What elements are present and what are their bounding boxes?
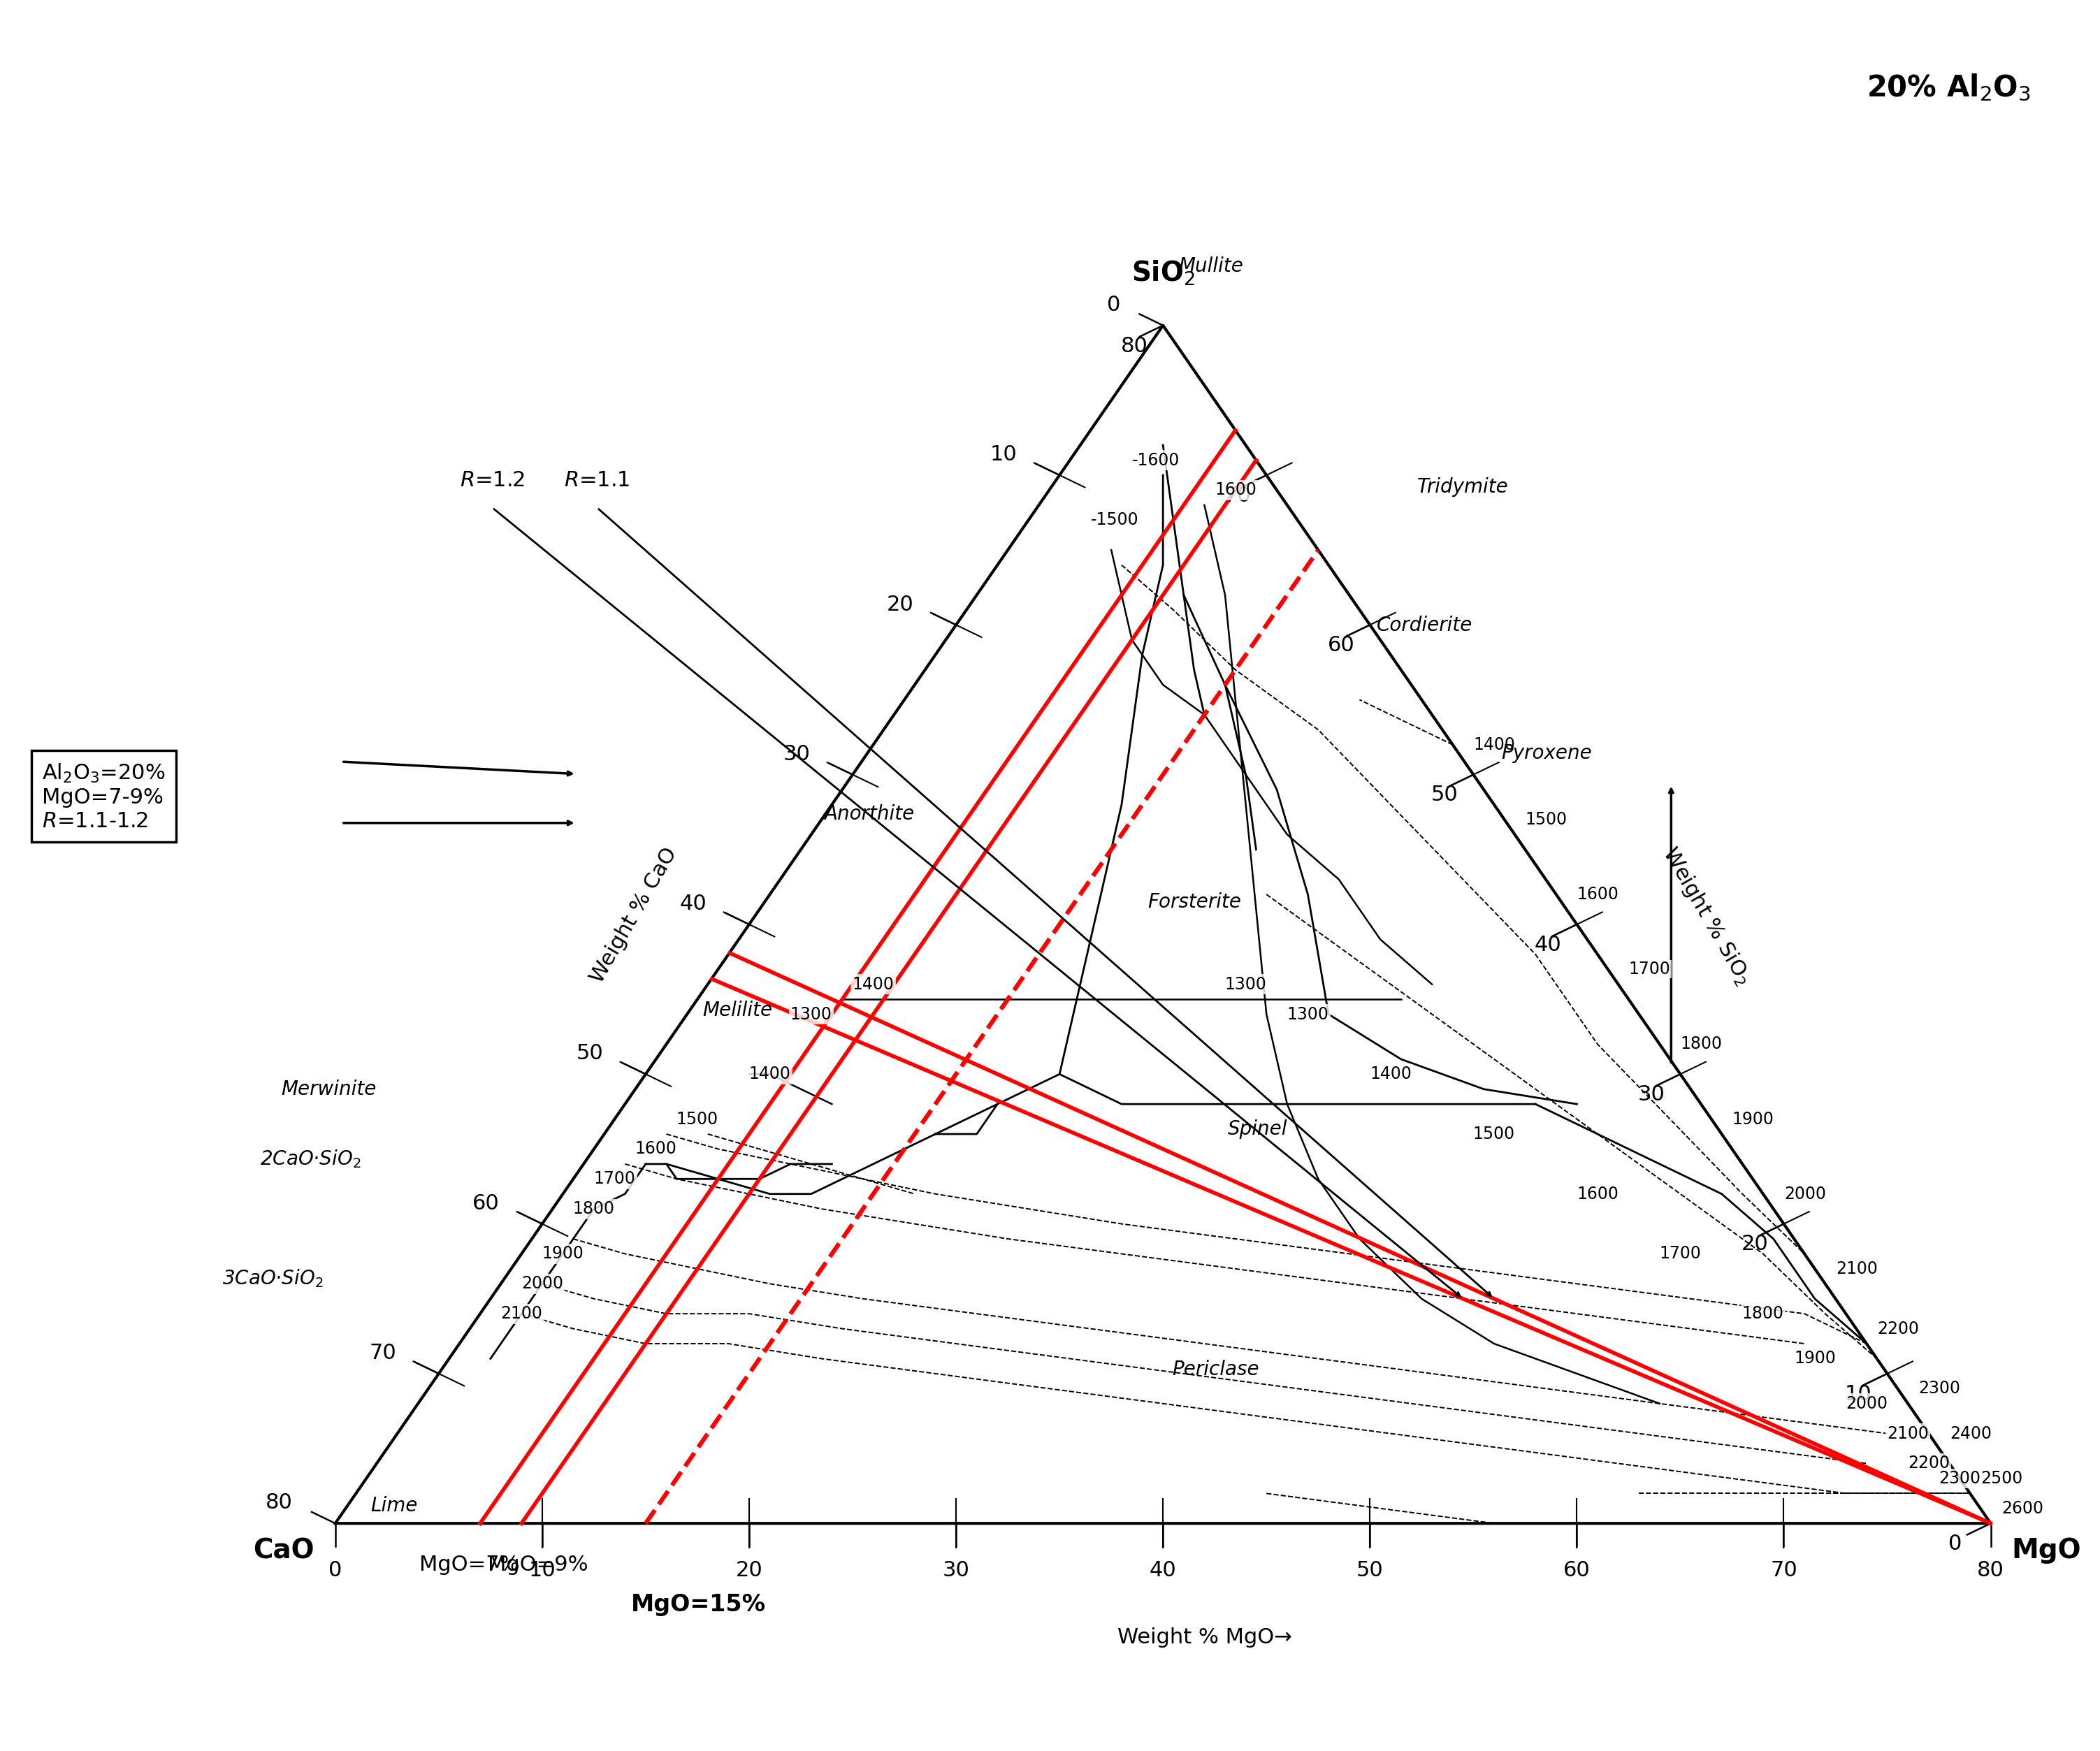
Text: 1600: 1600 xyxy=(634,1140,676,1157)
Text: 1800: 1800 xyxy=(573,1201,615,1217)
Text: 10: 10 xyxy=(989,445,1016,464)
Text: 1700: 1700 xyxy=(1630,961,1672,977)
Text: 1500: 1500 xyxy=(676,1110,718,1128)
Text: 1900: 1900 xyxy=(1793,1350,1835,1368)
Text: 2300: 2300 xyxy=(1919,1380,1961,1397)
Text: 2200: 2200 xyxy=(1907,1455,1949,1473)
Text: 2000: 2000 xyxy=(1846,1396,1888,1411)
Text: 60: 60 xyxy=(1327,636,1355,655)
Text: 30: 30 xyxy=(783,744,811,763)
Text: 80: 80 xyxy=(1121,336,1149,355)
Text: 1900: 1900 xyxy=(542,1245,584,1262)
Text: Pyroxene: Pyroxene xyxy=(1502,742,1592,763)
Text: $R$=1.2: $R$=1.2 xyxy=(460,469,525,490)
Text: 10: 10 xyxy=(529,1560,557,1581)
Text: 30: 30 xyxy=(943,1560,970,1581)
Text: 0: 0 xyxy=(1107,294,1121,315)
Text: 2300: 2300 xyxy=(1938,1471,1980,1487)
Text: 70: 70 xyxy=(1224,485,1252,506)
Text: Lime: Lime xyxy=(370,1495,418,1516)
Text: Cordierite: Cordierite xyxy=(1378,615,1472,636)
Text: 1800: 1800 xyxy=(1680,1037,1722,1052)
Text: Anorthite: Anorthite xyxy=(825,804,916,825)
Text: 1500: 1500 xyxy=(1472,1126,1514,1142)
Text: Weight % SiO$_2$: Weight % SiO$_2$ xyxy=(1659,842,1756,989)
Text: Merwinite: Merwinite xyxy=(281,1079,376,1100)
Text: 1300: 1300 xyxy=(790,1005,832,1023)
Text: 50: 50 xyxy=(1357,1560,1384,1581)
Text: 80: 80 xyxy=(265,1494,292,1513)
Text: MgO=9%: MgO=9% xyxy=(487,1555,588,1576)
Text: MgO: MgO xyxy=(2012,1537,2081,1564)
Text: Periclase: Periclase xyxy=(1172,1359,1258,1380)
Text: 1600: 1600 xyxy=(1214,482,1256,499)
Text: 1400: 1400 xyxy=(750,1066,792,1082)
Text: MgO=7%: MgO=7% xyxy=(420,1555,521,1576)
Text: 60: 60 xyxy=(1562,1560,1590,1581)
Text: 1400: 1400 xyxy=(1369,1066,1411,1082)
Text: 60: 60 xyxy=(473,1192,500,1213)
Text: 40: 40 xyxy=(680,893,708,914)
Text: 2200: 2200 xyxy=(1877,1320,1919,1338)
Text: 1400: 1400 xyxy=(853,975,895,993)
Text: 1300: 1300 xyxy=(1224,975,1266,993)
Text: Spinel: Spinel xyxy=(1226,1119,1287,1140)
Text: 2500: 2500 xyxy=(1980,1471,2022,1487)
Text: 1900: 1900 xyxy=(1732,1110,1774,1128)
Text: 1500: 1500 xyxy=(1525,811,1567,828)
Text: 40: 40 xyxy=(1149,1560,1176,1581)
Text: SiO$_2$: SiO$_2$ xyxy=(1132,259,1195,287)
Text: 10: 10 xyxy=(1844,1383,1871,1404)
Text: 40: 40 xyxy=(1535,935,1562,954)
Text: -1500: -1500 xyxy=(1090,511,1138,529)
Text: MgO=15%: MgO=15% xyxy=(630,1593,767,1616)
Text: 2100: 2100 xyxy=(500,1304,542,1322)
Text: Tridymite: Tridymite xyxy=(1418,476,1508,497)
Text: 20% Al$_2$O$_3$: 20% Al$_2$O$_3$ xyxy=(1867,72,2031,103)
Text: CaO: CaO xyxy=(254,1537,315,1564)
Text: 1700: 1700 xyxy=(1659,1245,1701,1262)
Text: 2000: 2000 xyxy=(1785,1185,1827,1203)
Text: 2CaO·SiO$_2$: 2CaO·SiO$_2$ xyxy=(260,1149,361,1170)
Text: Mullite: Mullite xyxy=(1178,256,1243,277)
Text: 3CaO·SiO$_2$: 3CaO·SiO$_2$ xyxy=(223,1268,323,1289)
Text: -1600: -1600 xyxy=(1132,452,1180,469)
Text: 2100: 2100 xyxy=(1835,1261,1877,1276)
Text: Weight % MgO→: Weight % MgO→ xyxy=(1117,1627,1292,1648)
Text: Melilite: Melilite xyxy=(704,1000,773,1021)
Text: 2400: 2400 xyxy=(1949,1425,1991,1441)
Text: 1400: 1400 xyxy=(1474,737,1516,753)
Text: 1800: 1800 xyxy=(1743,1304,1785,1322)
Text: 2000: 2000 xyxy=(521,1275,563,1292)
Text: 1600: 1600 xyxy=(1577,886,1619,904)
Text: 1600: 1600 xyxy=(1577,1185,1619,1203)
Text: Weight % CaO: Weight % CaO xyxy=(586,844,680,988)
Text: $R$=1.1: $R$=1.1 xyxy=(565,469,630,490)
Text: Al$_2$O$_3$=20%
MgO=7-9%
$R$=1.1-1.2: Al$_2$O$_3$=20% MgO=7-9% $R$=1.1-1.2 xyxy=(42,762,166,832)
Text: 50: 50 xyxy=(575,1044,603,1065)
Text: 70: 70 xyxy=(370,1343,397,1364)
Text: 50: 50 xyxy=(1430,784,1457,805)
Text: 20: 20 xyxy=(1741,1234,1768,1254)
Text: 1700: 1700 xyxy=(594,1171,636,1187)
Text: 20: 20 xyxy=(735,1560,762,1581)
Text: 2100: 2100 xyxy=(1888,1425,1930,1441)
Text: 0: 0 xyxy=(328,1560,342,1581)
Text: 70: 70 xyxy=(1770,1560,1798,1581)
Text: 20: 20 xyxy=(886,594,914,615)
Text: 80: 80 xyxy=(1976,1560,2003,1581)
Text: Forsterite: Forsterite xyxy=(1147,891,1241,912)
Text: 30: 30 xyxy=(1638,1084,1665,1105)
Text: 2600: 2600 xyxy=(2001,1501,2043,1516)
Text: 0: 0 xyxy=(1949,1534,1961,1553)
Text: 1300: 1300 xyxy=(1287,1005,1329,1023)
